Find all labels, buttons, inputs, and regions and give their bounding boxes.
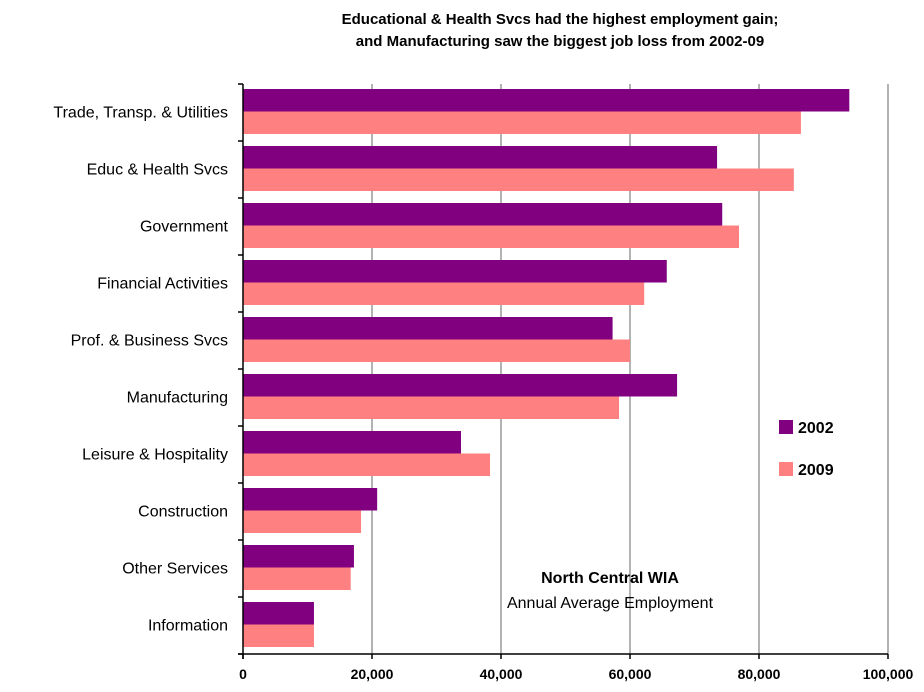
category-label: Financial Activities	[97, 276, 228, 293]
category-label: Prof. & Business Svcs	[71, 333, 228, 350]
x-tick-label: 20,000	[351, 666, 394, 682]
bars	[243, 89, 850, 647]
bar-2002	[243, 374, 678, 397]
bar-2002	[243, 317, 613, 340]
category-label: Other Services	[122, 561, 228, 578]
bar-2002	[243, 89, 850, 112]
bar-2009	[243, 225, 740, 248]
bar-2009	[243, 339, 630, 362]
category-label: Educ & Health Svcs	[87, 162, 228, 179]
bar-2002	[243, 431, 462, 454]
legend: 2002 2009	[779, 420, 834, 479]
bar-2009	[243, 282, 645, 305]
category-labels: Trade, Transp. & Utilities Educ & Health …	[53, 105, 228, 635]
category-label: Construction	[138, 504, 228, 521]
chart-title-line-2: and Manufacturing saw the biggest job lo…	[356, 33, 764, 50]
bar-2009	[243, 510, 362, 533]
category-label: Leisure & Hospitality	[82, 447, 228, 464]
legend-swatch-2009	[779, 462, 793, 476]
bar-2009	[243, 111, 801, 134]
bar-2002	[243, 146, 718, 169]
bar-2002	[243, 488, 378, 511]
bar-2002	[243, 203, 723, 226]
bar-2009	[243, 396, 620, 419]
x-tick-labels: 0 20,000 40,000 60,000 80,000 100,000	[239, 666, 913, 682]
x-tick-label: 80,000	[738, 666, 781, 682]
annotation-subtitle: Annual Average Employment	[507, 595, 714, 612]
x-tick-label: 100,000	[863, 666, 914, 682]
x-tick-label: 0	[239, 666, 247, 682]
chart-title-line-1: Educational & Health Svcs had the highes…	[342, 11, 779, 28]
axes	[238, 83, 889, 659]
category-label: Manufacturing	[127, 390, 228, 407]
bar-2009	[243, 624, 314, 647]
legend-swatch-2002	[779, 420, 793, 434]
category-label: Government	[140, 219, 229, 236]
bar-2002	[243, 602, 314, 625]
x-tick-label: 60,000	[609, 666, 652, 682]
annotation-title: North Central WIA	[541, 570, 679, 587]
x-tick-label: 40,000	[480, 666, 523, 682]
bar-2002	[243, 260, 667, 283]
category-label: Trade, Transp. & Utilities	[53, 105, 228, 122]
category-label: Information	[148, 618, 228, 635]
bar-2002	[243, 545, 354, 568]
legend-label-2009: 2009	[798, 462, 834, 479]
bar-2009	[243, 567, 351, 590]
bar-2009	[243, 168, 794, 191]
bar-2009	[243, 453, 491, 476]
legend-label-2002: 2002	[798, 420, 834, 437]
